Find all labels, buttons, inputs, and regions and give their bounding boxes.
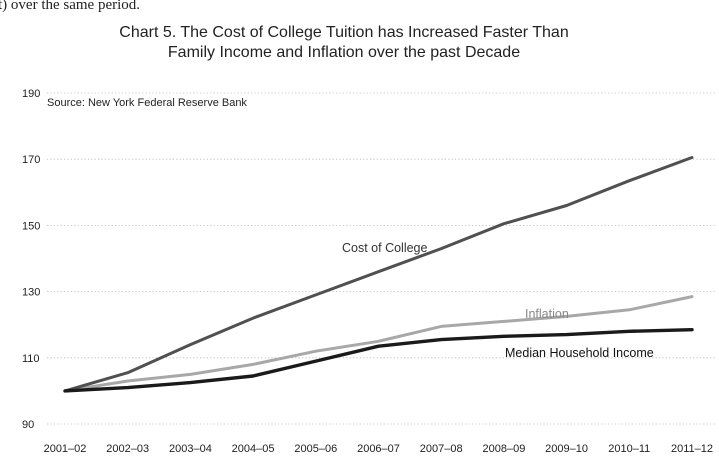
series-line-median-household-income	[63, 328, 694, 393]
chart-title-line-2: Family Income and Inflation over the pas…	[168, 44, 520, 61]
x-tick-label: 2010–11	[608, 443, 650, 455]
y-tick-label: 190	[22, 88, 40, 100]
series-line-cost-of-college	[63, 156, 694, 393]
x-tick-label: 2005–06	[294, 443, 337, 455]
series-layer	[63, 156, 694, 393]
grid-layer	[47, 92, 716, 425]
x-tick-label: 2004–05	[232, 443, 275, 455]
page-text-fragment: t) over the same period.	[0, 0, 140, 13]
x-tick-label: 2001–02	[44, 443, 87, 455]
y-tick-label: 110	[22, 353, 40, 365]
y-axis: 90 110 130 150 170 190	[22, 88, 40, 431]
y-tick-label: 90	[22, 419, 34, 431]
series-label-cost-of-college: Cost of College	[342, 241, 428, 255]
series-label-layer: Cost of College Inflation Median Household…	[342, 241, 654, 360]
series-label-median-household-income: Median Household Income	[505, 346, 654, 360]
series-line-inflation	[63, 295, 694, 393]
series-label-inflation: Inflation	[525, 307, 569, 321]
x-tick-label: 2011–12	[671, 443, 713, 455]
x-tick-label: 2007–08	[420, 443, 463, 455]
y-tick-label: 170	[22, 154, 40, 166]
x-tick-label: 2002–03	[106, 443, 149, 455]
x-tick-label: 2009–10	[545, 443, 588, 455]
y-tick-label: 150	[22, 220, 40, 232]
x-tick-label: 2008–09	[482, 443, 525, 455]
x-axis: 2001–02 2002–03 2003–04 2004–05 2005–06 2006–…	[44, 443, 713, 455]
y-tick-label: 130	[22, 287, 40, 299]
source-note: Source: New York Federal Reserve Bank	[47, 97, 247, 109]
x-tick-label: 2003–04	[169, 443, 212, 455]
chart-title-line-1: Chart 5. The Cost of College Tuition has…	[119, 24, 568, 41]
x-tick-label: 2006–07	[357, 443, 400, 455]
